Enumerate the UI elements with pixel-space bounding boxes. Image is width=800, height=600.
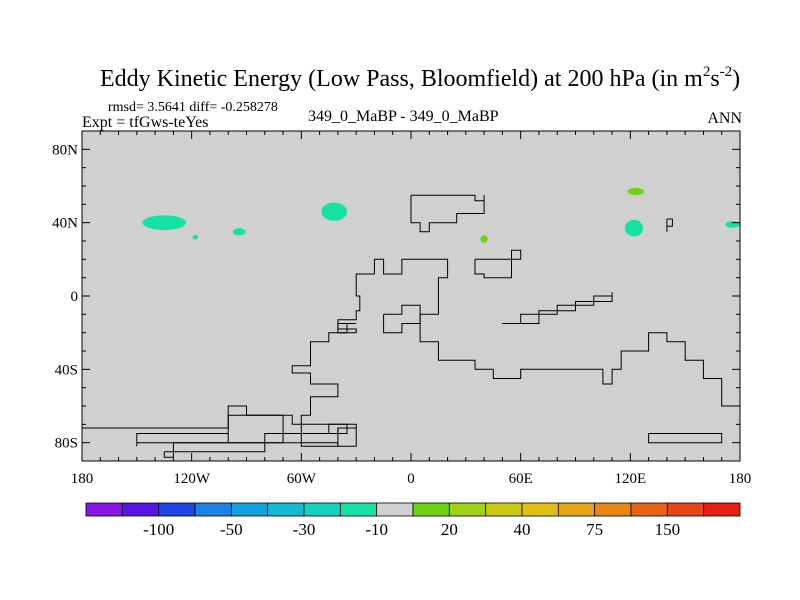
title-main: Eddy Kinetic Energy (Low Pass, Bloomfiel… — [100, 66, 703, 92]
title-mid: s — [710, 66, 719, 92]
anomaly-patch — [142, 215, 187, 231]
x-tick-label: 60E — [509, 471, 533, 487]
coastline — [502, 292, 613, 324]
coastline — [648, 433, 723, 444]
x-tick-label: 180 — [729, 471, 752, 487]
colorbar-box — [448, 502, 487, 517]
colorbar-box — [303, 502, 341, 517]
coastline — [383, 304, 421, 334]
x-tick-label: 180 — [71, 471, 94, 487]
chart-title: Eddy Kinetic Energy (Low Pass, Bloomfiel… — [100, 64, 740, 92]
anomaly-patch — [232, 228, 246, 236]
x-tick-label: 0 — [407, 471, 415, 487]
colorbar-label: -50 — [220, 520, 243, 539]
colorbar-box — [703, 502, 741, 517]
map-background — [82, 131, 740, 461]
y-tick-label: 40N — [52, 216, 78, 232]
title-sup2: -2 — [720, 64, 733, 80]
coastline — [474, 249, 522, 279]
colorbar-label: 40 — [514, 520, 531, 539]
y-tick-label: 40S — [55, 362, 78, 378]
center-label: 349_0_MaBP - 349_0_MaBP — [308, 108, 499, 125]
colorbar — [85, 502, 741, 517]
colorbar-box — [230, 502, 269, 517]
axis-ticks — [81, 130, 741, 462]
colorbar-box — [666, 502, 705, 517]
colorbar-box — [630, 502, 668, 517]
anomaly-patch — [480, 235, 488, 243]
coastline — [666, 218, 673, 232]
right-label: ANN — [707, 110, 742, 127]
colorbar-box — [158, 502, 196, 517]
colorbar-label: 75 — [586, 520, 603, 539]
colorbar-box — [85, 502, 123, 517]
y-tick-label: 80N — [52, 142, 78, 158]
colorbar-box — [521, 502, 559, 517]
colorbar-label: -30 — [293, 520, 316, 539]
stats-text: rmsd= 3.5641 diff= -0.258278 — [108, 100, 278, 115]
axis-tick-labels: 180 120W 60W 0 60E 120E 180 80N 40N 0 40S 80S — [52, 142, 751, 487]
colorbar-box — [376, 502, 414, 517]
coastline — [337, 323, 357, 334]
title-end: ) — [732, 66, 740, 92]
x-tick-label: 120E — [614, 471, 646, 487]
title-sup1: 2 — [703, 64, 711, 80]
coastline — [136, 414, 357, 447]
colorbar-label: -100 — [143, 520, 174, 539]
colorbar-box — [121, 502, 160, 517]
colorbar-box — [194, 502, 232, 517]
anomaly-patch — [192, 235, 199, 240]
colorbar-box — [594, 502, 632, 517]
left-label: Expt = tfGws-teYes — [82, 114, 209, 131]
colorbar-box — [485, 502, 523, 517]
map-panel: 180 120W 60W 0 60E 120E 180 80N 40N 0 40S 80S — [52, 130, 751, 487]
colorbar-label: -10 — [365, 520, 388, 539]
x-tick-label: 120W — [173, 471, 211, 487]
colorbar-box — [412, 502, 450, 517]
coastline — [410, 194, 485, 233]
colorbar-box — [339, 502, 378, 517]
colorbar-label: 150 — [655, 520, 681, 539]
anomaly-patch — [624, 219, 644, 237]
colorbar-box — [557, 502, 596, 517]
colorbar-labels: -100 -50 -30 -10 20 40 75 150 — [143, 520, 680, 539]
anomaly-patch — [321, 202, 348, 221]
colorbar-box — [267, 502, 305, 517]
coastline — [82, 258, 740, 447]
colorbar-label: 20 — [441, 520, 458, 539]
y-tick-label: 80S — [55, 436, 78, 452]
anomaly-patch — [627, 187, 645, 196]
x-tick-label: 60W — [287, 471, 317, 487]
y-tick-label: 0 — [71, 289, 79, 305]
